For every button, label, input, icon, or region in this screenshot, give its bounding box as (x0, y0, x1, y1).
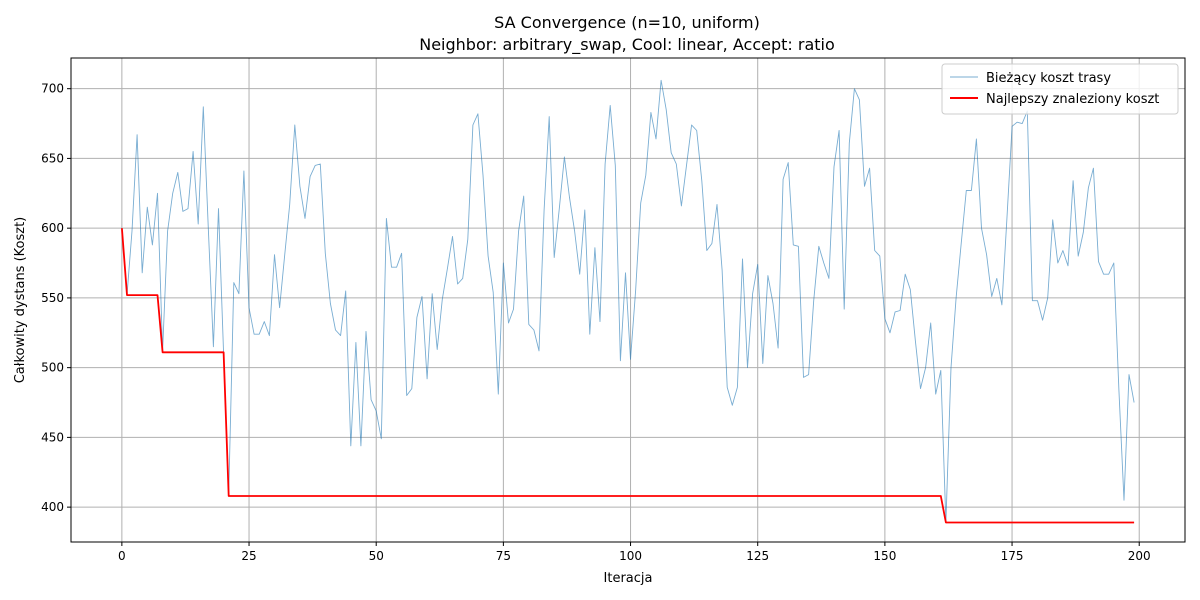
y-tick-label: 400 (41, 500, 64, 514)
series-best-cost-line (121, 228, 1135, 524)
plot-frame (70, 57, 1186, 543)
x-tick-label: 25 (241, 549, 256, 563)
x-axis-label: Iteracja (604, 571, 653, 586)
series-current-cost-line (121, 79, 1135, 523)
y-tick-label: 500 (41, 361, 64, 375)
x-tick-label: 200 (1128, 549, 1151, 563)
legend-label-best: Najlepszy znaleziony koszt (986, 92, 1159, 107)
legend-box (941, 63, 1179, 115)
y-tick-label: 700 (41, 82, 64, 96)
y-tick-label: 450 (41, 430, 64, 444)
y-tick-label: 600 (41, 221, 64, 235)
x-tick-label: 125 (746, 549, 769, 563)
chart-subtitle: Neighbor: arbitrary_swap, Cool: linear, … (419, 35, 835, 55)
x-tick-label: 0 (118, 549, 126, 563)
x-tick-label: 50 (369, 549, 384, 563)
legend-label-current: Bieżący koszt trasy (986, 71, 1111, 86)
x-tick-label: 100 (619, 549, 642, 563)
chart-title: SA Convergence (n=10, uniform) (494, 13, 760, 32)
series-layer (121, 79, 1135, 524)
x-tick-label: 150 (873, 549, 896, 563)
x-tick-label: 175 (1001, 549, 1024, 563)
x-tick-label: 75 (496, 549, 511, 563)
y-tick-label: 550 (41, 291, 64, 305)
legend: Bieżący koszt trasy Najlepszy znaleziony… (941, 63, 1179, 115)
axis-ticks: 0 25 50 75 100 125 150 175 200 400 450 500 550 600 650… (41, 82, 1151, 563)
grid (71, 58, 1185, 542)
y-axis-label: Całkowity dystans (Koszt) (13, 217, 28, 384)
y-tick-label: 650 (41, 151, 64, 165)
